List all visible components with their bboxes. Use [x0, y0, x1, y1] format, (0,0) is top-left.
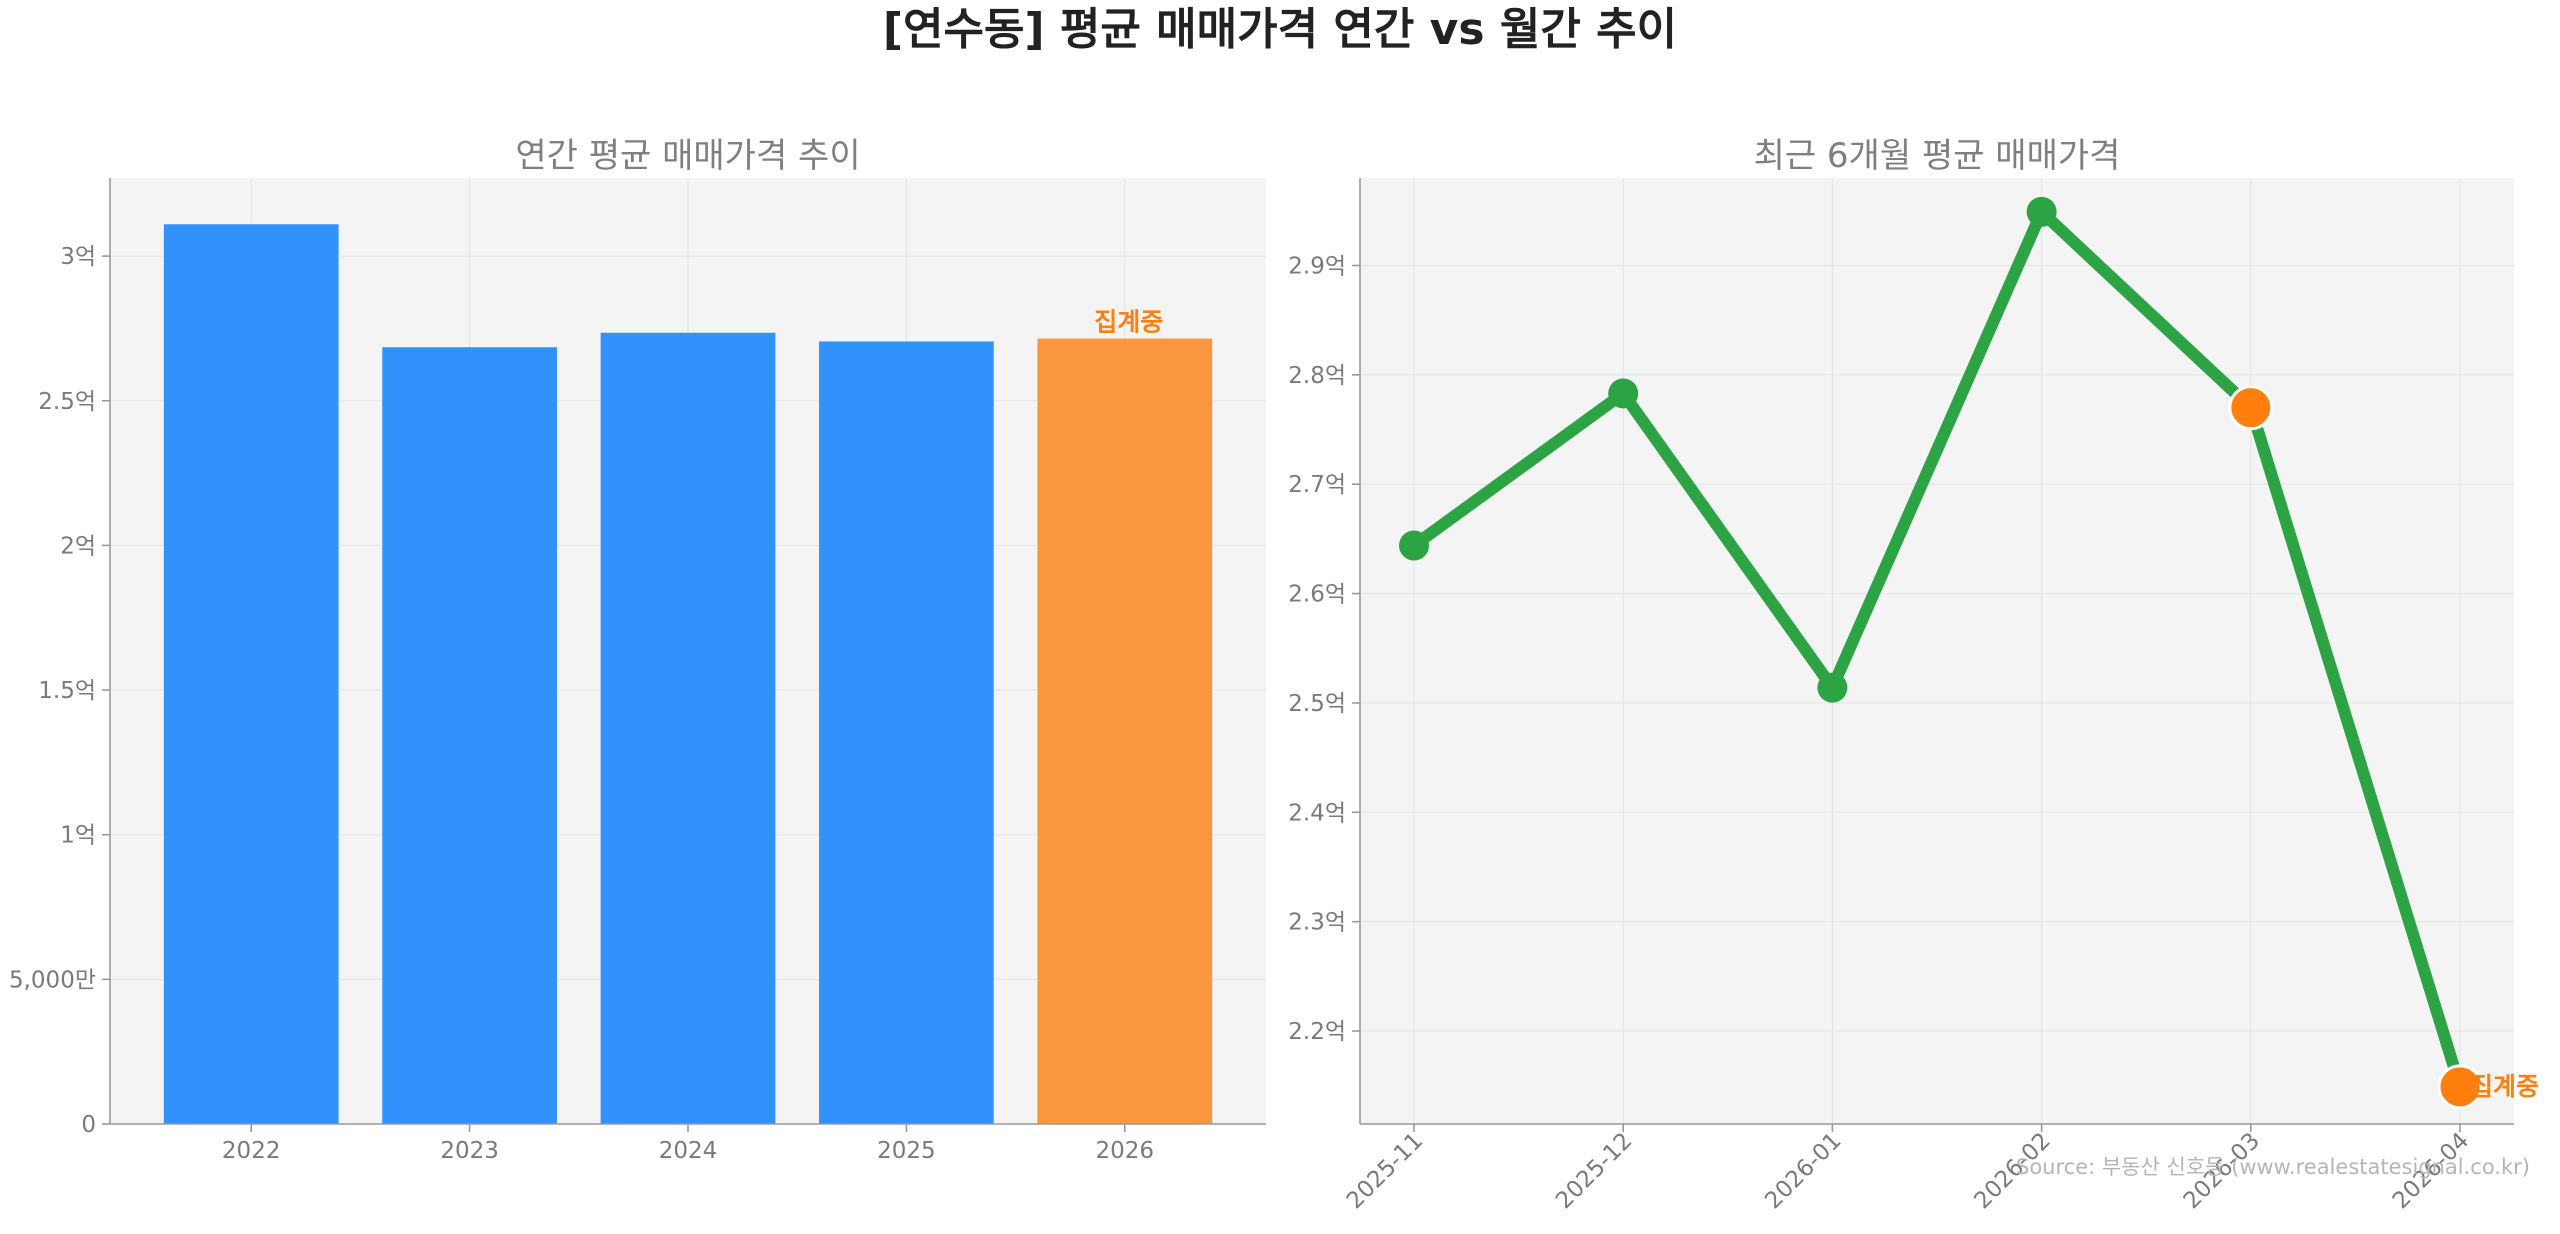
line-series	[1408, 205, 2466, 1093]
source-caption: Source: 부동산 신호등 (www.realestatesignal.co…	[2016, 1155, 2530, 1179]
line-chart-panel: 2.2억 2.3억 2.4억 2.5억 2.6억 2.7억 2.8억 2.9억 2025-11…	[1288, 136, 2539, 1214]
line-y-tick-label: 2.7억	[1288, 472, 1346, 498]
bar-y-tick-label: 1억	[60, 823, 96, 849]
line-x-tick-label: 2025-11	[1342, 1128, 1428, 1214]
bar-x-tick-label: 2026	[1096, 1138, 1155, 1164]
bar-y-ticks: 0 5,000만 1억 1.5억 2억 2.5억 3억	[9, 244, 110, 1138]
line-y-tick-label: 2.3억	[1288, 910, 1346, 936]
line-y-tick-label: 2.9억	[1288, 253, 1346, 279]
bar-y-tick-label: 3억	[60, 244, 96, 270]
bar-x-tick-label: 2023	[440, 1138, 499, 1164]
line-y-tick-label: 2.2억	[1288, 1019, 1346, 1045]
bar-y-tick-label: 1.5억	[38, 678, 96, 704]
line-chart-subtitle: 최근 6개월 평균 매매가격	[1754, 136, 2121, 176]
bar-y-tick-label: 0	[81, 1112, 96, 1138]
line-point-2026-03	[2228, 385, 2274, 431]
bar-2023	[382, 347, 557, 1124]
bar-x-tick-label: 2022	[222, 1138, 281, 1164]
line-markers	[1399, 196, 2483, 1110]
bar-2024	[600, 332, 776, 1125]
bar-y-tick-label: 2억	[60, 533, 96, 559]
line-gridlines	[1360, 178, 2514, 1124]
bar-x-ticks: 2022 2023 2024 2025 2026	[222, 1124, 1154, 1164]
bar-2022	[163, 224, 339, 1124]
bar-x-tick-label: 2025	[877, 1138, 936, 1164]
line-y-tick-label: 2.6억	[1288, 582, 1346, 608]
bar-2025	[819, 341, 994, 1124]
bar-series	[163, 224, 1213, 1125]
line-x-tick-label: 2026-01	[1760, 1128, 1846, 1214]
bar-chart-subtitle: 연간 평균 매매가격 추이	[515, 136, 860, 176]
line-point-2026-02	[2026, 196, 2057, 227]
line-point-2026-01	[1817, 672, 1848, 703]
line-point-2025-12	[1608, 378, 1639, 409]
line-x-tick-label: 2025-12	[1551, 1128, 1637, 1214]
line-y-tick-label: 2.8억	[1288, 363, 1346, 389]
line-plot-area	[1360, 178, 2514, 1124]
line-point-2026-04	[2437, 1064, 2483, 1110]
line-y-tick-label: 2.5억	[1288, 691, 1346, 717]
bar-y-tick-label: 5,000만	[9, 967, 96, 993]
line-y-tick-label: 2.4억	[1288, 800, 1346, 826]
bar-2026	[1037, 338, 1213, 1124]
line-y-ticks: 2.2억 2.3억 2.4억 2.5억 2.6억 2.7억 2.8억 2.9억	[1288, 253, 1360, 1045]
line-pending-label: 집계중	[2470, 1072, 2539, 1101]
bar-x-tick-label: 2024	[659, 1138, 718, 1164]
bar-pending-label: 집계중	[1094, 308, 1163, 337]
chart-title: [연수동] 평균 매매가격 연간 vs 월간 추이	[882, 4, 1678, 55]
bar-y-tick-label: 2.5억	[38, 389, 96, 415]
line-point-2025-11	[1399, 530, 1429, 561]
